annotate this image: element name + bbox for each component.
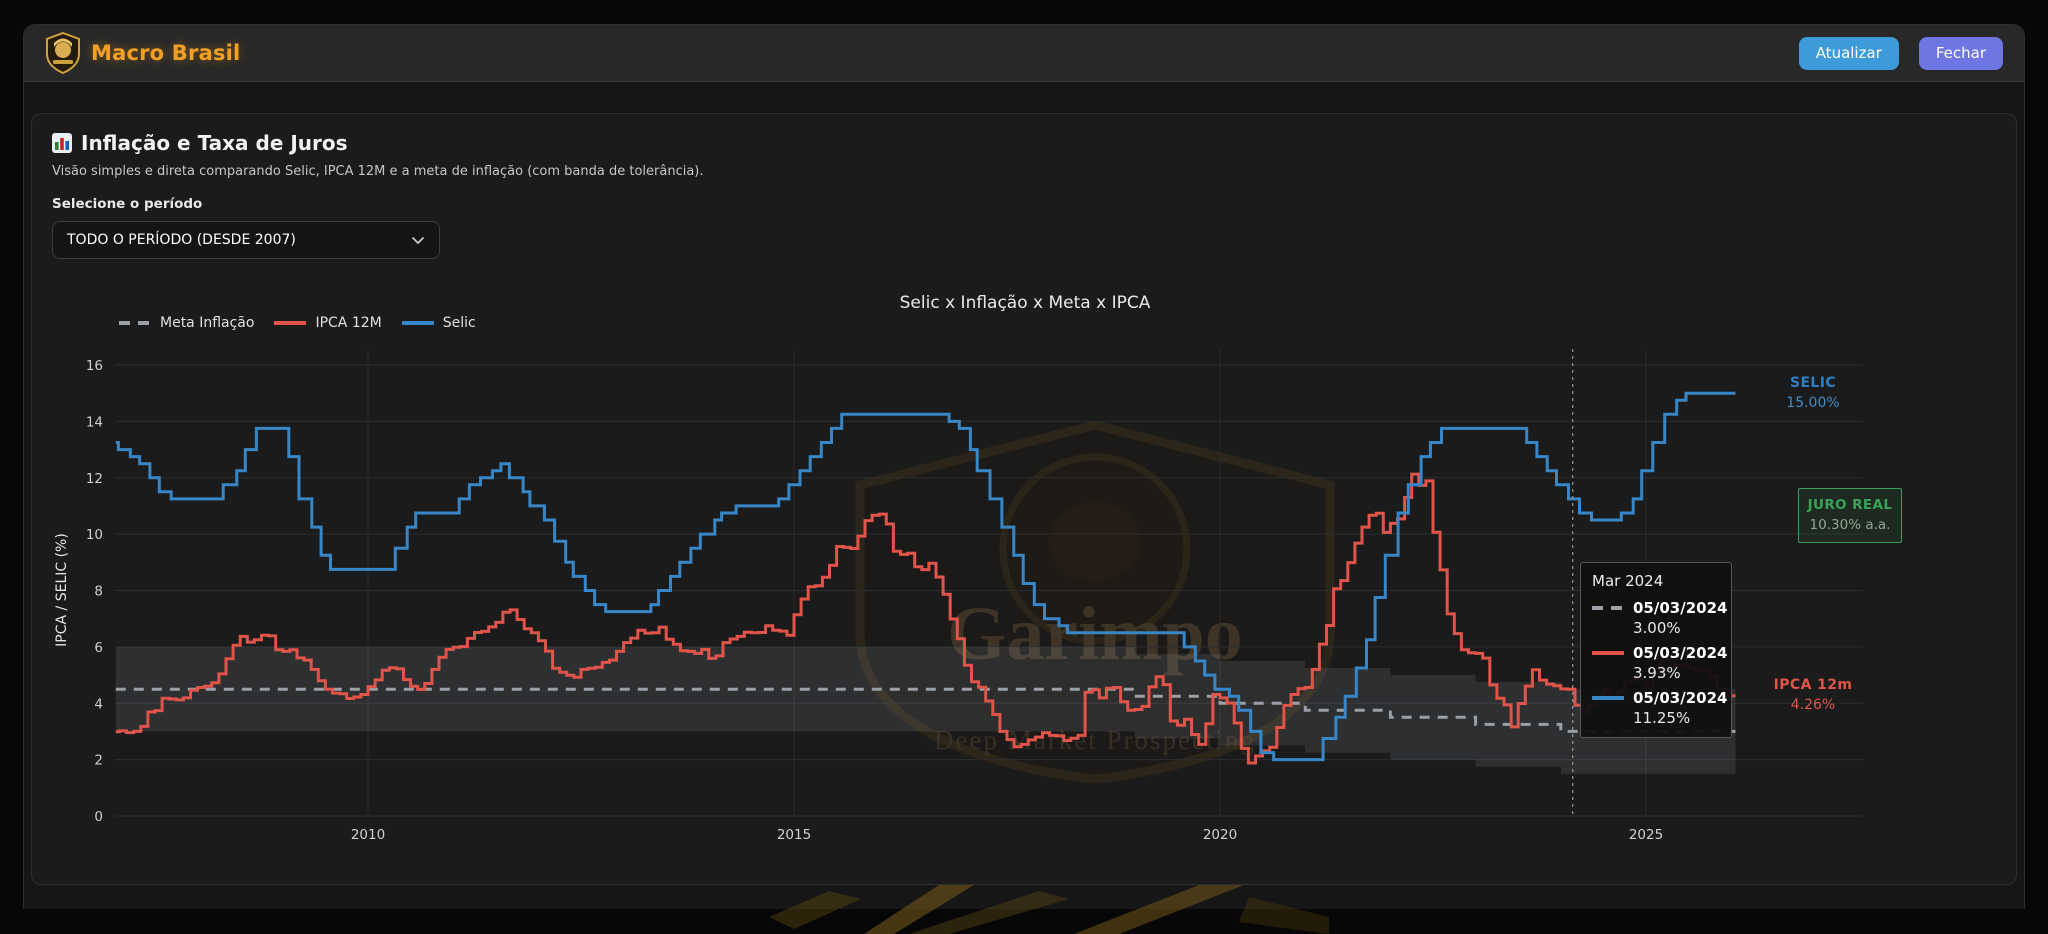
selic-annotation-value: 15.00% — [1786, 395, 1840, 412]
inflation-card: Inflação e Taxa de Juros Visão simples e… — [31, 113, 2017, 885]
ipca-annotation: IPCA 12m 4.26% — [1743, 675, 1883, 716]
y-tick-label: 16 — [86, 358, 103, 374]
legend-label: IPCA 12M — [315, 315, 382, 331]
y-tick-label: 4 — [94, 696, 103, 712]
tooltip-title: Mar 2024 — [1592, 572, 1664, 590]
tooltip-date: 05/03/2024 — [1633, 644, 1728, 662]
y-tick-label: 8 — [94, 584, 103, 600]
tooltip-value: 3.00% — [1633, 619, 1681, 637]
meta-line-swatch — [119, 321, 151, 325]
brand-name: Macro Brasil — [91, 41, 241, 65]
brand: Macro Brasil — [45, 32, 240, 74]
period-label: Selecione o período — [52, 196, 203, 212]
header-bar: Macro Brasil Atualizar Fechar — [24, 25, 2024, 82]
tooltip-value: 11.25% — [1633, 709, 1691, 727]
tolerance-band — [115, 646, 1736, 774]
y-tick-label: 14 — [86, 414, 103, 430]
juro-real-label: JURO REAL — [1807, 497, 1893, 513]
ipca-line — [115, 472, 1736, 765]
refresh-button[interactable]: Atualizar — [1798, 36, 1899, 70]
legend-label: Meta Inflação — [160, 315, 255, 331]
x-tick-label: 2010 — [351, 827, 385, 843]
close-button[interactable]: Fechar — [1918, 36, 2003, 70]
meta-line-swatch — [1592, 606, 1624, 610]
x-tick-label: 2015 — [777, 827, 811, 843]
tooltip-row-meta: 05/03/2024 3.00% — [1592, 599, 1727, 637]
y-axis-title: IPCA / SELIC (%) — [54, 533, 70, 647]
legend-item-selic[interactable]: Selic — [401, 315, 476, 331]
selic-line — [115, 391, 1736, 762]
chevron-down-icon — [411, 236, 425, 244]
card-subtitle: Visão simples e direta comparando Selic,… — [52, 164, 704, 179]
juro-real-annotation: JURO REAL 10.30% a.a. — [1798, 488, 1902, 543]
ipca-annotation-value: 4.26% — [1790, 697, 1836, 714]
tooltip-row-selic: 05/03/2024 11.25% — [1592, 689, 1727, 727]
y-tick-label: 6 — [94, 640, 103, 656]
watermark-bottom-fragment — [769, 885, 1329, 934]
selic-line-swatch — [1592, 696, 1624, 700]
tooltip-row-ipca: 05/03/2024 3.93% — [1592, 644, 1727, 682]
card-title: Inflação e Taxa de Juros — [81, 131, 348, 155]
chart-tooltip: Mar 2024 05/03/2024 3.00% 05/03/2024 3.9… — [1580, 562, 1732, 738]
card-title-row: Inflação e Taxa de Juros — [52, 131, 1996, 155]
plot-canvas[interactable]: 0 2 4 6 8 10 12 14 16 2010 2015 2020 2025 — [45, 287, 2005, 852]
app-window: Macro Brasil Atualizar Fechar Inflação e… — [23, 24, 2025, 934]
garimpo-crest-icon — [46, 32, 80, 74]
tooltip-date: 05/03/2024 — [1633, 599, 1728, 617]
meta-line — [115, 687, 1736, 733]
period-select[interactable]: TODO O PERÍODO (DESDE 2007) — [52, 221, 440, 259]
legend-item-ipca[interactable]: IPCA 12M — [274, 315, 382, 331]
bar-chart-icon — [52, 133, 72, 153]
x-tick-label: 2025 — [1629, 827, 1663, 843]
chart-block: Garimpo Deep Market Prospecting 0 2 4 6 8 10 1… — [45, 287, 2005, 852]
legend-label: Selic — [442, 315, 476, 331]
ipca-line-swatch — [1592, 651, 1624, 655]
selic-line-swatch — [401, 321, 434, 325]
period-select-value: TODO O PERÍODO (DESDE 2007) — [67, 232, 296, 248]
x-tick-label: 2020 — [1203, 827, 1237, 843]
tooltip-date: 05/03/2024 — [1633, 689, 1728, 707]
chart-title: Selic x Inflação x Meta x IPCA — [899, 293, 1151, 313]
y-tick-label: 0 — [94, 809, 103, 825]
ipca-annotation-label: IPCA 12m — [1773, 677, 1853, 693]
y-tick-label: 10 — [86, 527, 103, 543]
legend-item-meta[interactable]: Meta Inflação — [119, 315, 254, 331]
y-tick-label: 12 — [86, 471, 103, 487]
chart-legend: Meta Inflação IPCA 12M Selic — [119, 315, 476, 331]
selic-annotation-label: SELIC — [1789, 375, 1837, 391]
y-tick-label: 2 — [94, 753, 103, 769]
ipca-line-swatch — [274, 321, 307, 325]
juro-real-value: 10.30% a.a. — [1809, 517, 1891, 534]
tooltip-value: 3.93% — [1633, 664, 1681, 682]
selic-annotation: SELIC 15.00% — [1743, 373, 1883, 414]
